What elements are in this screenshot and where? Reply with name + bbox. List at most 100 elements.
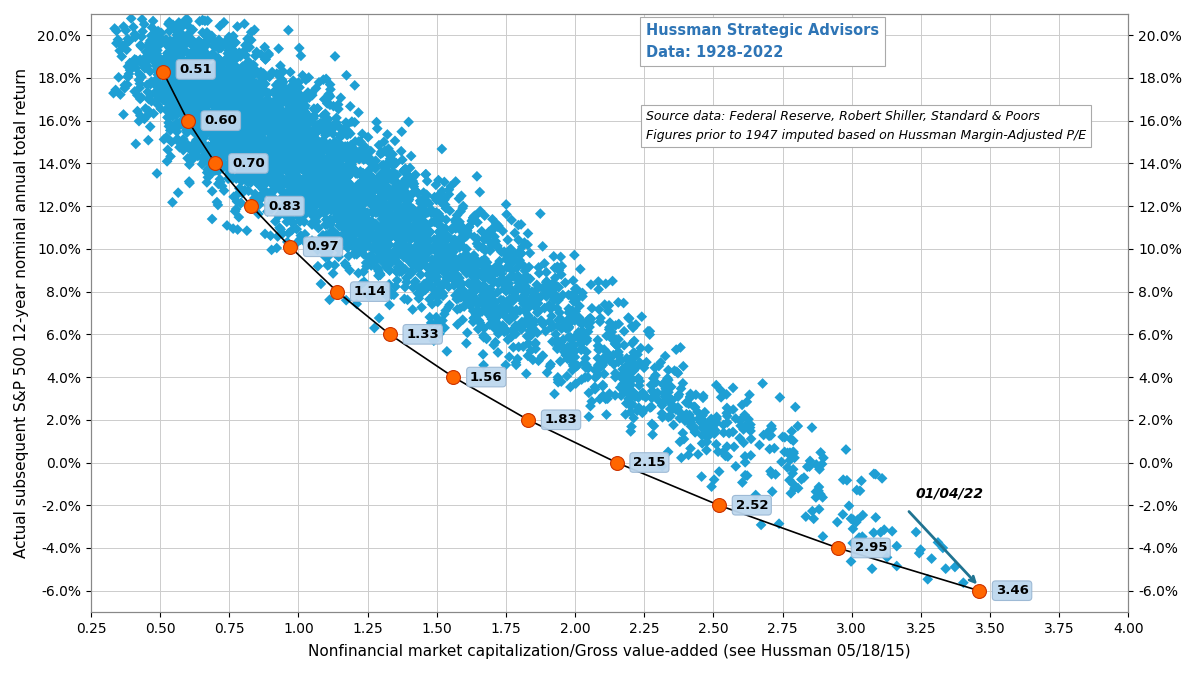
Point — [225, 157, 244, 168]
Point — [518, 351, 537, 361]
Point — [182, 56, 201, 67]
Point — [176, 85, 195, 96]
Point — [230, 183, 249, 194]
Point — [300, 196, 319, 207]
Point — [201, 117, 220, 128]
Point — [248, 160, 267, 171]
Point — [319, 146, 338, 157]
Point — [176, 107, 195, 118]
Point — [244, 156, 263, 167]
Point — [203, 98, 222, 108]
Point — [261, 230, 280, 241]
Point — [190, 40, 209, 50]
Point — [189, 131, 208, 141]
Point — [466, 297, 486, 308]
Point — [313, 118, 332, 129]
Point — [282, 178, 301, 189]
Point — [232, 137, 251, 147]
Point — [396, 217, 415, 228]
Point — [301, 128, 321, 139]
Point — [274, 174, 293, 184]
Point — [794, 472, 813, 483]
Point — [488, 240, 507, 251]
Point — [425, 217, 444, 227]
Point — [279, 228, 298, 239]
Point — [398, 203, 417, 214]
Point — [565, 250, 584, 260]
Point — [221, 62, 240, 73]
Point — [216, 83, 236, 94]
Point — [240, 79, 260, 90]
Point — [572, 330, 591, 341]
Point — [324, 201, 343, 212]
Point — [358, 207, 377, 218]
Point — [538, 282, 557, 293]
Point — [298, 197, 317, 208]
Point — [472, 306, 492, 317]
Point — [334, 203, 353, 214]
Point — [429, 175, 448, 186]
Point — [243, 201, 262, 211]
Point — [191, 86, 210, 97]
Point — [370, 266, 389, 277]
Point — [469, 280, 488, 291]
Point — [372, 240, 391, 251]
Point — [368, 246, 388, 257]
Point — [157, 90, 176, 101]
Point — [254, 147, 273, 157]
Point — [230, 126, 249, 137]
Point — [465, 253, 484, 264]
Point — [417, 248, 437, 258]
Point — [332, 141, 352, 151]
Point — [275, 159, 294, 170]
Point — [262, 110, 281, 120]
Point — [238, 127, 257, 138]
Point — [661, 382, 681, 392]
Point — [812, 459, 831, 470]
Point — [285, 120, 304, 131]
Point — [337, 183, 356, 194]
Point — [260, 145, 279, 155]
Point — [484, 222, 504, 233]
Point — [781, 488, 800, 499]
Point — [321, 215, 340, 225]
Point — [453, 288, 472, 299]
Point — [309, 145, 328, 155]
Point — [364, 244, 383, 254]
Point — [218, 131, 237, 141]
Point — [354, 240, 373, 250]
Point — [220, 81, 239, 92]
Point — [289, 172, 309, 183]
Point — [329, 143, 348, 154]
Point — [390, 244, 409, 254]
Point — [353, 239, 372, 250]
Point — [244, 81, 263, 92]
Point — [765, 469, 785, 480]
Point — [402, 252, 421, 262]
Point — [471, 269, 490, 280]
Point — [178, 113, 197, 124]
Point — [200, 163, 219, 174]
Point — [560, 304, 579, 314]
Point — [194, 76, 213, 87]
Point — [202, 186, 221, 197]
Point — [283, 129, 303, 140]
Point — [248, 102, 267, 113]
Point — [397, 249, 416, 260]
Point — [231, 133, 250, 143]
Point — [419, 234, 438, 245]
Point — [301, 207, 321, 217]
Point — [305, 110, 324, 121]
Point — [216, 90, 236, 101]
Point — [243, 65, 262, 76]
Point — [356, 184, 376, 195]
Point — [664, 403, 683, 414]
Point — [327, 182, 346, 193]
Point — [526, 290, 545, 301]
Point — [441, 181, 460, 192]
Point — [245, 99, 264, 110]
Point — [475, 244, 494, 255]
Point — [359, 194, 378, 205]
Point — [541, 361, 560, 371]
Point — [517, 275, 536, 286]
